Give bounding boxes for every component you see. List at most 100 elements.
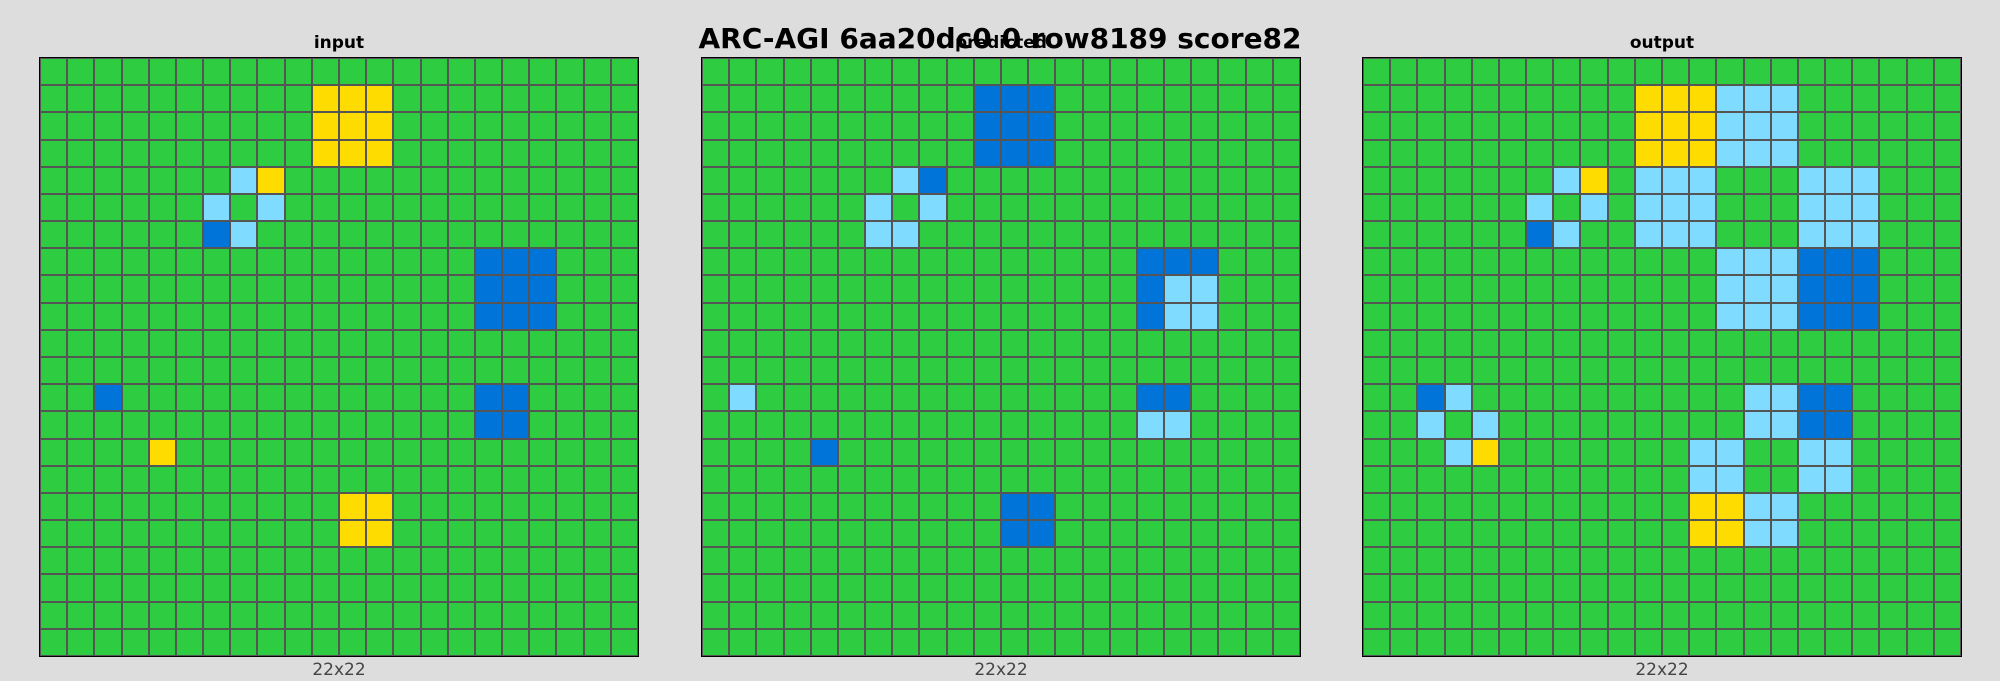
grid-cell [230,166,258,194]
grid-cell [919,85,947,113]
grid-cell [203,465,231,493]
grid-cell [892,356,920,385]
grid-cell [338,520,367,548]
grid-cell [810,166,838,194]
grid-cell [1770,58,1798,86]
grid-cell [1444,492,1472,521]
grid-cell [892,438,920,466]
grid-cell [175,384,204,412]
grid-cell [783,302,811,330]
grid-cell [1607,411,1635,439]
grid-cell [837,193,866,222]
grid-cell [837,384,866,412]
grid-cell [1000,356,1029,385]
grid-cell [420,384,448,412]
grid-cell [175,112,204,140]
grid-cell [1634,356,1662,385]
grid-cell [1879,58,1907,86]
grid-cell [865,356,893,385]
grid-cell [1471,574,1499,602]
grid-cell [1191,411,1219,439]
grid-cell [121,193,149,222]
grid-cell [1191,58,1219,86]
grid-dimensions: 22x22 [1635,660,1689,680]
grid-cell [420,85,448,113]
grid-cell [1879,193,1907,222]
grid-cell [1906,112,1934,140]
grid-cell [1498,356,1527,385]
grid-cell [837,601,866,629]
grid-cell [1797,384,1826,412]
grid-cell [175,438,204,466]
grid-cell [1082,112,1110,140]
grid-cell [1770,302,1798,330]
grid-cell [1607,58,1635,86]
grid-cell [1607,248,1635,276]
grid-cell [366,547,394,575]
grid-cell [284,139,312,167]
grid-cell [1390,85,1418,113]
grid-cell [203,112,231,140]
grid-cell [702,85,730,113]
grid-cell [1825,438,1853,466]
grid-cell [610,628,638,656]
grid-cell [1797,193,1826,222]
grid-cell [919,302,947,330]
grid-cell [837,58,866,86]
grid-cell [1000,221,1029,249]
grid-cell [338,302,367,330]
grid-cell [973,221,1001,249]
grid-cell [529,85,557,113]
grid-cell [529,356,557,385]
grid-cell [502,465,530,493]
grid-cell [338,574,367,602]
grid-cell [338,166,367,194]
grid-cell [257,547,285,575]
grid-cell [1526,248,1554,276]
grid-cell [1689,329,1717,357]
grid-cell [257,601,285,629]
grid-cell [1852,465,1880,493]
grid-cell [1634,139,1662,167]
grid-cell [973,438,1001,466]
grid-cell [1607,302,1635,330]
grid-cell [1363,221,1391,249]
grid-cell [1580,112,1608,140]
grid-cell [40,628,68,656]
grid-cell [1933,356,1961,385]
grid-cell [1245,547,1273,575]
grid-cell [1797,166,1826,194]
grid-cell [1109,329,1137,357]
grid-cell [1272,601,1300,629]
grid-cell [447,547,475,575]
grid-cell [1498,520,1527,548]
grid-cell [1716,492,1744,521]
grid-cell [311,193,339,222]
grid-cell [1272,628,1300,656]
grid-cell [1498,193,1527,222]
grid-cell [40,574,68,602]
grid-cell [919,520,947,548]
grid-cell [1634,547,1662,575]
grid-cell [1245,329,1273,357]
grid-cell [1661,492,1690,521]
grid-cell [1607,384,1635,412]
grid-cell [366,520,394,548]
grid-cell [502,166,530,194]
grid-cell [1028,438,1056,466]
grid-cell [1028,248,1056,276]
grid-cell [1471,329,1499,357]
grid-cell [502,356,530,385]
grid-cell [175,601,204,629]
grid-cell [311,85,339,113]
grid-cell [366,492,394,521]
grid-cell [502,112,530,140]
grid-cell [556,275,584,303]
grid-cell [583,85,611,113]
grid-cell [474,628,503,656]
grid-cell [756,112,784,140]
grid-cell [1607,85,1635,113]
grid-cell [1634,112,1662,140]
grid-cell [1770,520,1798,548]
grid-cell [1218,465,1246,493]
